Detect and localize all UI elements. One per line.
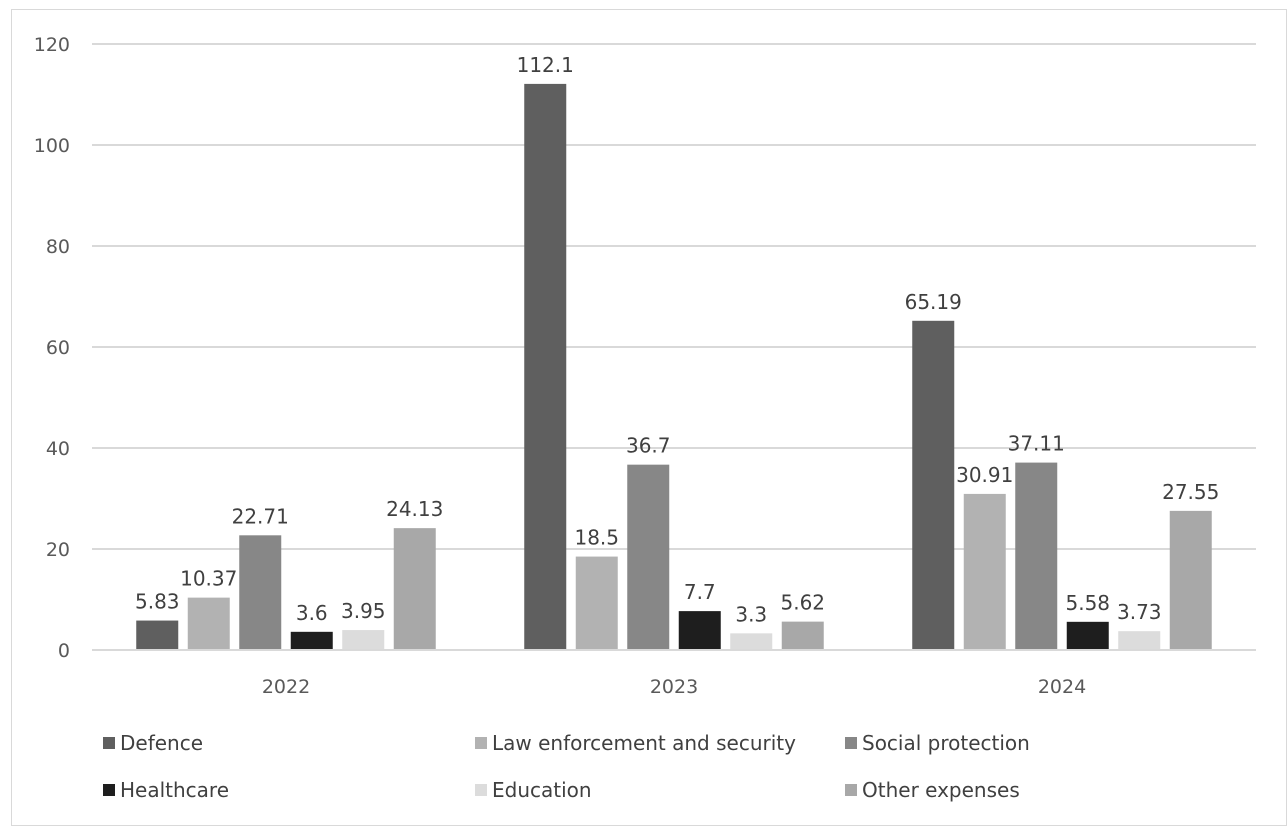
bar [1066,621,1109,650]
y-axis-ticks: 0 20 40 60 80 100 120 [34,34,70,662]
data-label: 27.55 [1162,480,1219,504]
data-label: 36.7 [626,434,671,458]
chart-frame [11,9,1287,826]
data-label: 22.71 [232,504,289,528]
data-label: 3.6 [296,601,328,625]
bar [627,464,670,650]
y-tick-label: 40 [46,438,70,460]
data-label: 10.37 [180,567,237,591]
data-label: 24.13 [386,497,443,521]
y-tick-label: 0 [58,640,70,662]
bar [912,320,955,650]
data-label: 5.58 [1065,591,1110,615]
data-label: 112.1 [517,53,574,77]
y-tick-label: 120 [34,34,70,56]
data-label: 3.3 [735,602,767,626]
x-axis-ticks: 2022 2023 2024 [262,676,1086,698]
data-label: 37.11 [1008,432,1065,456]
bar [1015,462,1058,650]
data-label: 18.5 [574,526,619,550]
bar [187,597,230,650]
data-label: 5.83 [135,590,180,614]
data-label: 65.19 [905,290,962,314]
bar [239,535,282,650]
y-tick-label: 100 [34,135,70,157]
data-label: 3.73 [1117,600,1162,624]
bar [342,630,385,650]
bars [92,83,1256,651]
x-tick-label: 2022 [262,676,310,698]
y-tick-label: 60 [46,337,70,359]
data-label: 5.62 [780,591,825,615]
bar [730,633,773,650]
bar [575,556,618,650]
bar [963,493,1006,650]
data-label: 7.7 [684,580,716,604]
bar [781,621,824,650]
x-tick-label: 2023 [650,676,698,698]
bar [136,620,179,650]
bar [678,611,721,650]
bar [290,631,333,650]
y-tick-label: 20 [46,539,70,561]
bar [524,83,567,650]
bar [1169,510,1212,650]
y-tick-label: 80 [46,236,70,258]
data-label: 30.91 [956,463,1013,487]
data-label: 3.95 [341,599,386,623]
x-tick-label: 2024 [1038,676,1086,698]
bar [393,528,436,650]
bar [1118,631,1161,650]
